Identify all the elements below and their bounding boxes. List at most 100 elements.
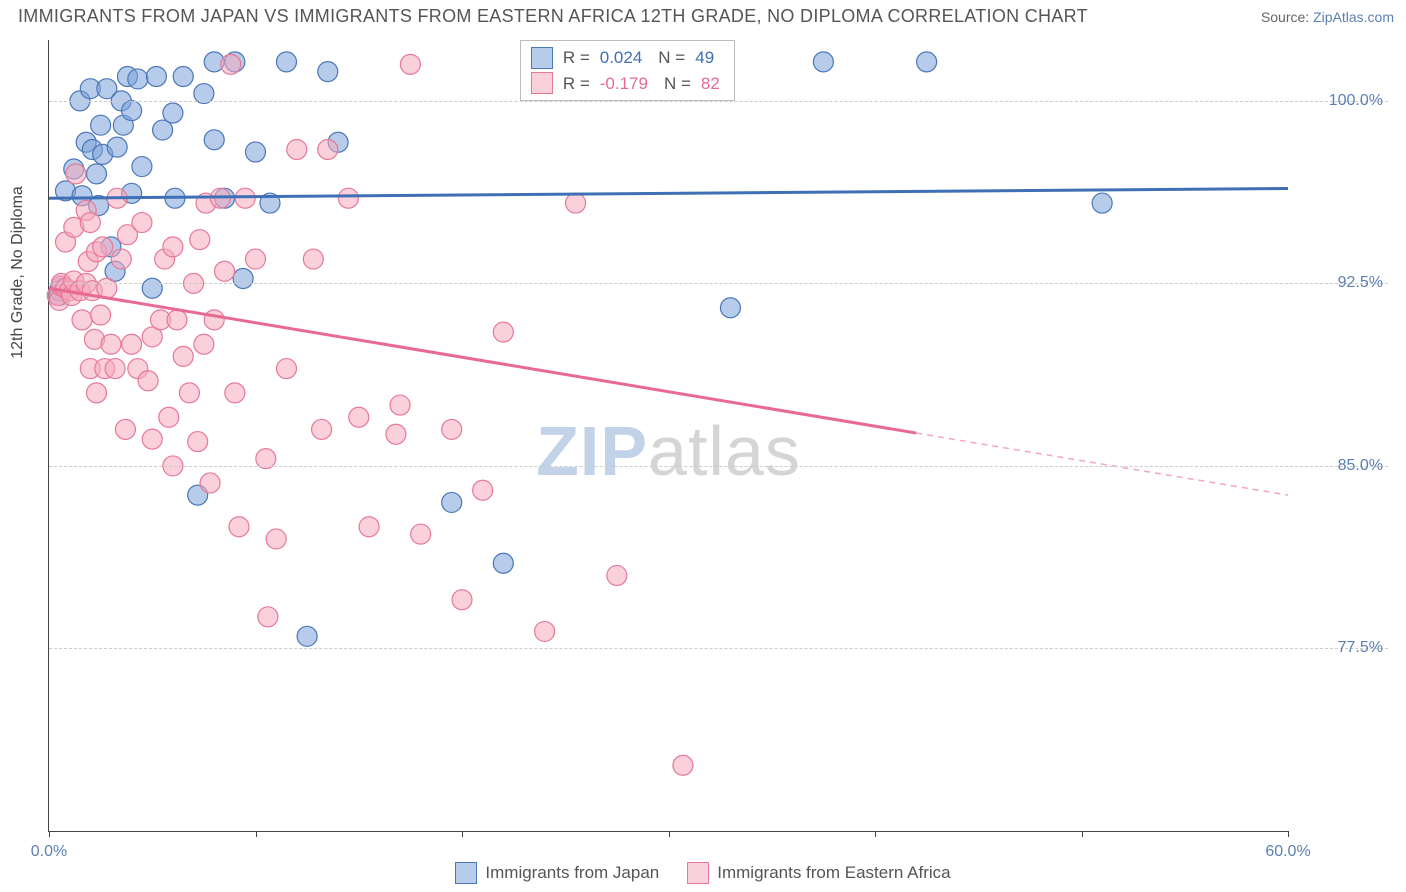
scatter-point — [132, 157, 152, 177]
x-tick — [256, 831, 257, 837]
scatter-point — [72, 310, 92, 330]
gridline-h — [49, 283, 1388, 284]
scatter-point — [215, 261, 235, 281]
chart-title: IMMIGRANTS FROM JAPAN VS IMMIGRANTS FROM… — [18, 6, 1088, 27]
scatter-point — [386, 424, 406, 444]
trend-line-extrapolated — [916, 433, 1288, 495]
y-tick-label: 92.5% — [1293, 274, 1383, 292]
scatter-point — [233, 269, 253, 289]
gridline-h — [49, 648, 1388, 649]
scatter-point — [204, 130, 224, 150]
scatter-point — [813, 52, 833, 72]
scatter-point — [142, 278, 162, 298]
x-tick-label: 60.0% — [1265, 843, 1310, 861]
y-tick-label: 77.5% — [1293, 639, 1383, 657]
scatter-point — [349, 407, 369, 427]
scatter-point — [566, 193, 586, 213]
scatter-point — [442, 419, 462, 439]
scatter-point — [91, 305, 111, 325]
scatter-point — [246, 142, 266, 162]
scatter-point — [258, 607, 278, 627]
scatter-point — [359, 517, 379, 537]
scatter-point — [173, 346, 193, 366]
x-tick — [462, 831, 463, 837]
scatter-point — [473, 480, 493, 500]
scatter-point — [111, 249, 131, 269]
y-tick-label: 100.0% — [1293, 92, 1383, 110]
scatter-point — [493, 553, 513, 573]
y-axis-label: 12th Grade, No Diploma — [9, 186, 27, 359]
scatter-point — [122, 334, 142, 354]
y-tick-label: 85.0% — [1293, 457, 1383, 475]
x-tick — [1082, 831, 1083, 837]
scatter-point — [287, 140, 307, 160]
legend-label-japan: Immigrants from Japan — [485, 863, 659, 883]
scatter-point — [80, 213, 100, 233]
scatter-point — [266, 529, 286, 549]
scatter-point — [138, 371, 158, 391]
scatter-point — [204, 310, 224, 330]
scatter-point — [93, 237, 113, 257]
scatter-point — [493, 322, 513, 342]
scatter-point — [535, 621, 555, 641]
scatter-point — [720, 298, 740, 318]
scatter-point — [91, 115, 111, 135]
scatter-point — [442, 492, 462, 512]
scatter-point — [190, 230, 210, 250]
scatter-point — [107, 137, 127, 157]
scatter-point — [411, 524, 431, 544]
scatter-point — [246, 249, 266, 269]
source-credit: Source: ZipAtlas.com — [1261, 9, 1394, 25]
x-tick-label: 0.0% — [31, 843, 67, 861]
legend-item-eafrica: Immigrants from Eastern Africa — [687, 862, 950, 884]
legend-item-japan: Immigrants from Japan — [455, 862, 659, 884]
x-tick — [875, 831, 876, 837]
scatter-point — [167, 310, 187, 330]
swatch-pink-icon — [687, 862, 709, 884]
scatter-point — [142, 429, 162, 449]
scatter-point — [312, 419, 332, 439]
scatter-point — [276, 359, 296, 379]
scatter-point — [122, 101, 142, 121]
gridline-h — [49, 466, 1388, 467]
scatter-point — [276, 52, 296, 72]
scatter-point — [179, 383, 199, 403]
scatter-point — [297, 626, 317, 646]
source-prefix: Source: — [1261, 9, 1313, 25]
gridline-h — [49, 101, 1388, 102]
scatter-point — [194, 334, 214, 354]
scatter-point — [159, 407, 179, 427]
plot-area: ZIPatlas R = 0.024 N = 49 R = -0.179 N =… — [48, 40, 1288, 832]
scatter-point — [86, 164, 106, 184]
scatter-point — [917, 52, 937, 72]
scatter-point — [221, 54, 241, 74]
scatter-point — [200, 473, 220, 493]
scatter-point — [146, 67, 166, 87]
scatter-point — [66, 164, 86, 184]
series-legend: Immigrants from Japan Immigrants from Ea… — [0, 862, 1406, 884]
plot-wrap: 12th Grade, No Diploma ZIPatlas R = 0.02… — [48, 40, 1388, 832]
scatter-point — [86, 383, 106, 403]
scatter-point — [163, 237, 183, 257]
source-link[interactable]: ZipAtlas.com — [1313, 9, 1394, 25]
scatter-point — [452, 590, 472, 610]
scatter-point — [163, 103, 183, 123]
scatter-point — [303, 249, 323, 269]
scatter-point — [225, 383, 245, 403]
legend-label-eafrica: Immigrants from Eastern Africa — [717, 863, 950, 883]
scatter-point — [229, 517, 249, 537]
scatter-point — [101, 334, 121, 354]
scatter-point — [390, 395, 410, 415]
scatter-point — [173, 67, 193, 87]
x-tick — [669, 831, 670, 837]
scatter-point — [115, 419, 135, 439]
scatter-point — [188, 432, 208, 452]
scatter-svg — [49, 40, 1288, 831]
title-bar: IMMIGRANTS FROM JAPAN VS IMMIGRANTS FROM… — [0, 0, 1406, 31]
scatter-point — [318, 140, 338, 160]
swatch-blue-icon — [455, 862, 477, 884]
scatter-point — [607, 565, 627, 585]
scatter-point — [1092, 193, 1112, 213]
scatter-point — [338, 188, 358, 208]
scatter-point — [400, 54, 420, 74]
